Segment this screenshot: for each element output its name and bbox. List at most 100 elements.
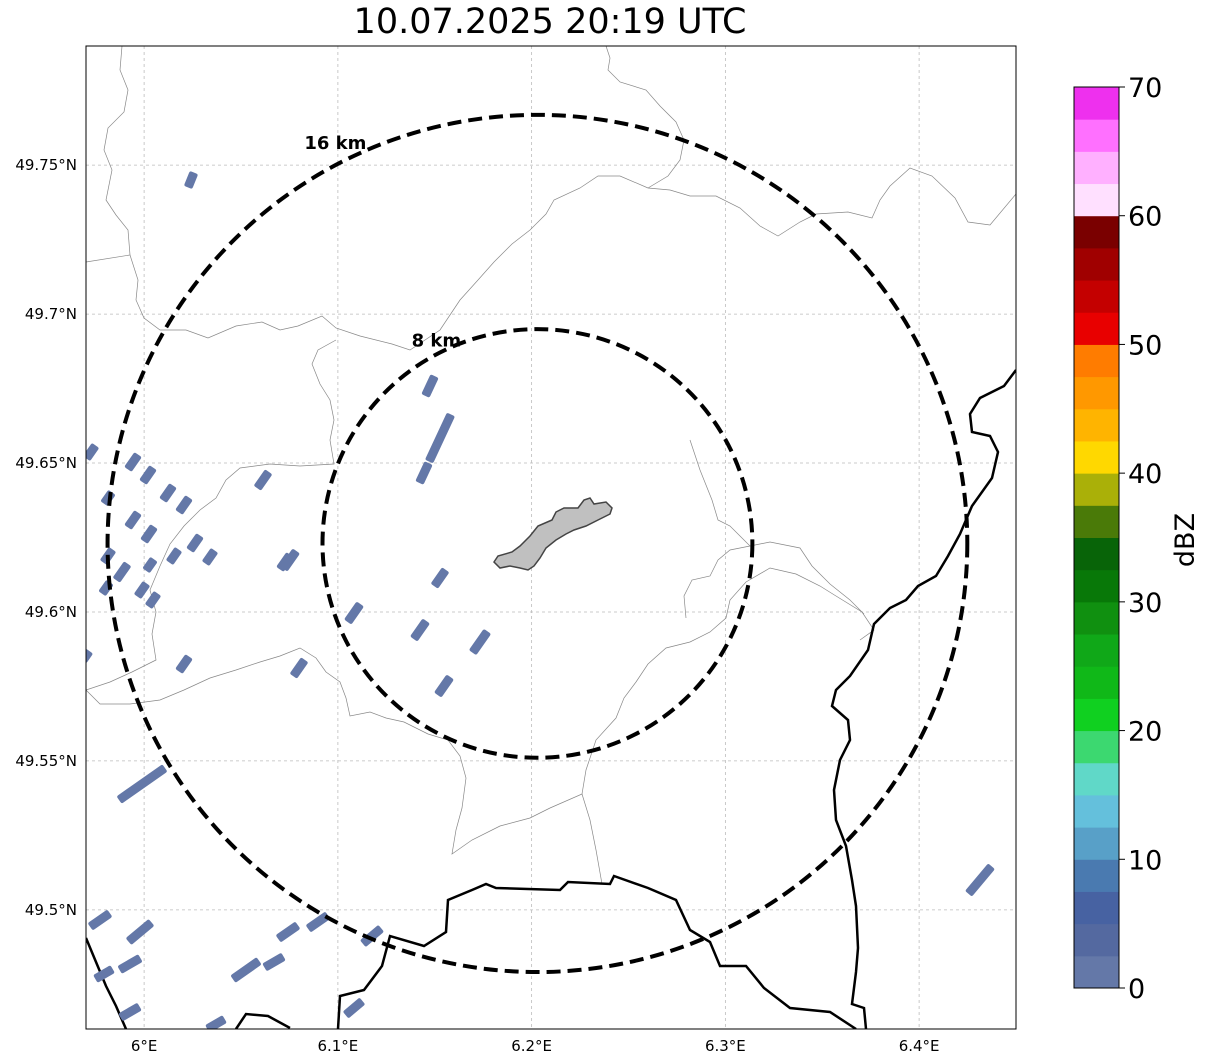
admin-boundary-line bbox=[86, 339, 337, 691]
radar-echo bbox=[306, 912, 330, 932]
radar-echo bbox=[166, 547, 182, 565]
colorbar-cell bbox=[1074, 247, 1119, 281]
lon-tick-label: 6°E bbox=[131, 1037, 158, 1055]
radar-echo bbox=[205, 1015, 227, 1029]
colorbar-cell bbox=[1074, 537, 1119, 571]
colorbar-cell bbox=[1074, 312, 1119, 345]
colorbar-tick-label: 30 bbox=[1128, 588, 1162, 619]
colorbar-tick-label: 10 bbox=[1128, 845, 1162, 876]
colorbar-cell bbox=[1074, 859, 1119, 892]
colorbar-cell bbox=[1074, 827, 1119, 860]
radar-echo bbox=[254, 470, 272, 490]
radar-echo bbox=[425, 413, 455, 463]
colorbar-tick-label: 0 bbox=[1128, 974, 1145, 1005]
lat-tick-label: 49.5°N bbox=[25, 901, 77, 919]
radar-echo bbox=[139, 465, 157, 485]
colorbar-cell bbox=[1074, 762, 1119, 796]
radar-echo bbox=[175, 495, 193, 515]
colorbar-cell bbox=[1074, 119, 1119, 152]
colorbar-tick-label: 40 bbox=[1128, 459, 1162, 490]
lon-tick-label: 6.4°E bbox=[899, 1037, 940, 1055]
colorbar-cell bbox=[1074, 183, 1119, 217]
colorbar-cell bbox=[1074, 376, 1119, 410]
range-ring-label: 16 km bbox=[304, 133, 366, 154]
colorbar-frame bbox=[1073, 86, 1120, 989]
radar-echo bbox=[410, 619, 430, 641]
admin-boundary-line bbox=[689, 439, 751, 547]
colorbar: 0 10 20 30 40 50 60 70 dBZ bbox=[1073, 73, 1201, 1005]
colorbar-cell bbox=[1074, 151, 1119, 185]
lat-tick-label: 49.7°N bbox=[25, 305, 77, 323]
radar-echo bbox=[202, 548, 218, 566]
colorbar-cell bbox=[1074, 601, 1119, 635]
colorbar-cell bbox=[1074, 698, 1119, 732]
colorbar-cell bbox=[1074, 794, 1119, 828]
radar-echo bbox=[118, 1003, 142, 1021]
radar-echo bbox=[86, 649, 93, 663]
radar-echo bbox=[124, 510, 142, 530]
lon-tick-label: 6.3°E bbox=[705, 1037, 746, 1055]
radar-echo bbox=[290, 658, 308, 678]
radar-echo bbox=[421, 374, 439, 398]
colorbar-cell bbox=[1074, 634, 1119, 667]
lat-tick-label: 49.65°N bbox=[15, 454, 77, 472]
lat-tick-label: 49.55°N bbox=[15, 752, 77, 770]
radar-echo bbox=[86, 443, 99, 461]
radar-echo bbox=[145, 591, 161, 609]
radar-echo bbox=[343, 998, 365, 1018]
colorbar-tick-label: 70 bbox=[1128, 73, 1162, 104]
city-outline bbox=[493, 497, 613, 571]
radar-echo bbox=[965, 864, 995, 896]
lon-tick-label: 6.1°E bbox=[317, 1037, 358, 1055]
radar-echo bbox=[184, 171, 198, 189]
colorbar-tick-label: 20 bbox=[1128, 717, 1162, 748]
radar-echo bbox=[124, 452, 142, 472]
colorbar-cell bbox=[1074, 955, 1119, 989]
lon-tick-label: 6.2°E bbox=[511, 1037, 552, 1055]
colorbar-cell bbox=[1074, 408, 1119, 442]
radar-echo bbox=[186, 533, 204, 553]
radar-echo bbox=[469, 629, 491, 655]
radar-echo bbox=[276, 552, 294, 572]
colorbar-cell bbox=[1074, 569, 1119, 603]
radar-echo bbox=[159, 483, 177, 503]
radar-echo bbox=[88, 910, 112, 930]
radar-echo bbox=[117, 765, 167, 803]
radar-echo bbox=[360, 925, 384, 947]
national-border-east bbox=[830, 369, 1016, 1029]
radar-echo bbox=[118, 954, 142, 974]
radar-echo bbox=[415, 461, 433, 485]
colorbar-cell bbox=[1074, 666, 1119, 699]
range-ring bbox=[320, 327, 755, 760]
colorbar-cell bbox=[1074, 891, 1119, 925]
colorbar-cell bbox=[1074, 730, 1119, 764]
radar-echo bbox=[175, 654, 193, 674]
lat-tick-label: 49.75°N bbox=[15, 156, 77, 174]
lat-tick-label: 49.6°N bbox=[25, 603, 77, 621]
radar-echo bbox=[143, 557, 157, 573]
map-title: 10.07.2025 20:19 UTC bbox=[353, 2, 747, 42]
colorbar-tick-label: 60 bbox=[1128, 202, 1162, 233]
colorbar-cell bbox=[1074, 87, 1119, 120]
radar-map: 8 km 16 km bbox=[85, 45, 1017, 1030]
radar-echo bbox=[93, 965, 115, 983]
radar-echo bbox=[434, 675, 454, 697]
colorbar-cell bbox=[1074, 215, 1119, 249]
admin-boundaries bbox=[86, 46, 1016, 885]
gridlines bbox=[86, 46, 1016, 1029]
radar-echo bbox=[276, 922, 300, 942]
admin-boundary-line bbox=[86, 46, 131, 263]
radar-echo bbox=[134, 581, 150, 599]
radar-echo bbox=[140, 524, 158, 544]
radar-echo bbox=[262, 953, 286, 971]
radar-echo bbox=[231, 957, 261, 983]
admin-boundary-line bbox=[581, 567, 875, 795]
colorbar-tick-label: 50 bbox=[1128, 330, 1162, 361]
admin-boundary-line bbox=[86, 647, 603, 885]
range-rings: 8 km 16 km bbox=[105, 112, 970, 975]
colorbar-label: dBZ bbox=[1170, 513, 1201, 567]
colorbar-cell bbox=[1074, 505, 1119, 538]
colorbar-cell bbox=[1074, 473, 1119, 506]
colorbar-cell bbox=[1074, 923, 1119, 957]
radar-echo bbox=[113, 562, 131, 582]
